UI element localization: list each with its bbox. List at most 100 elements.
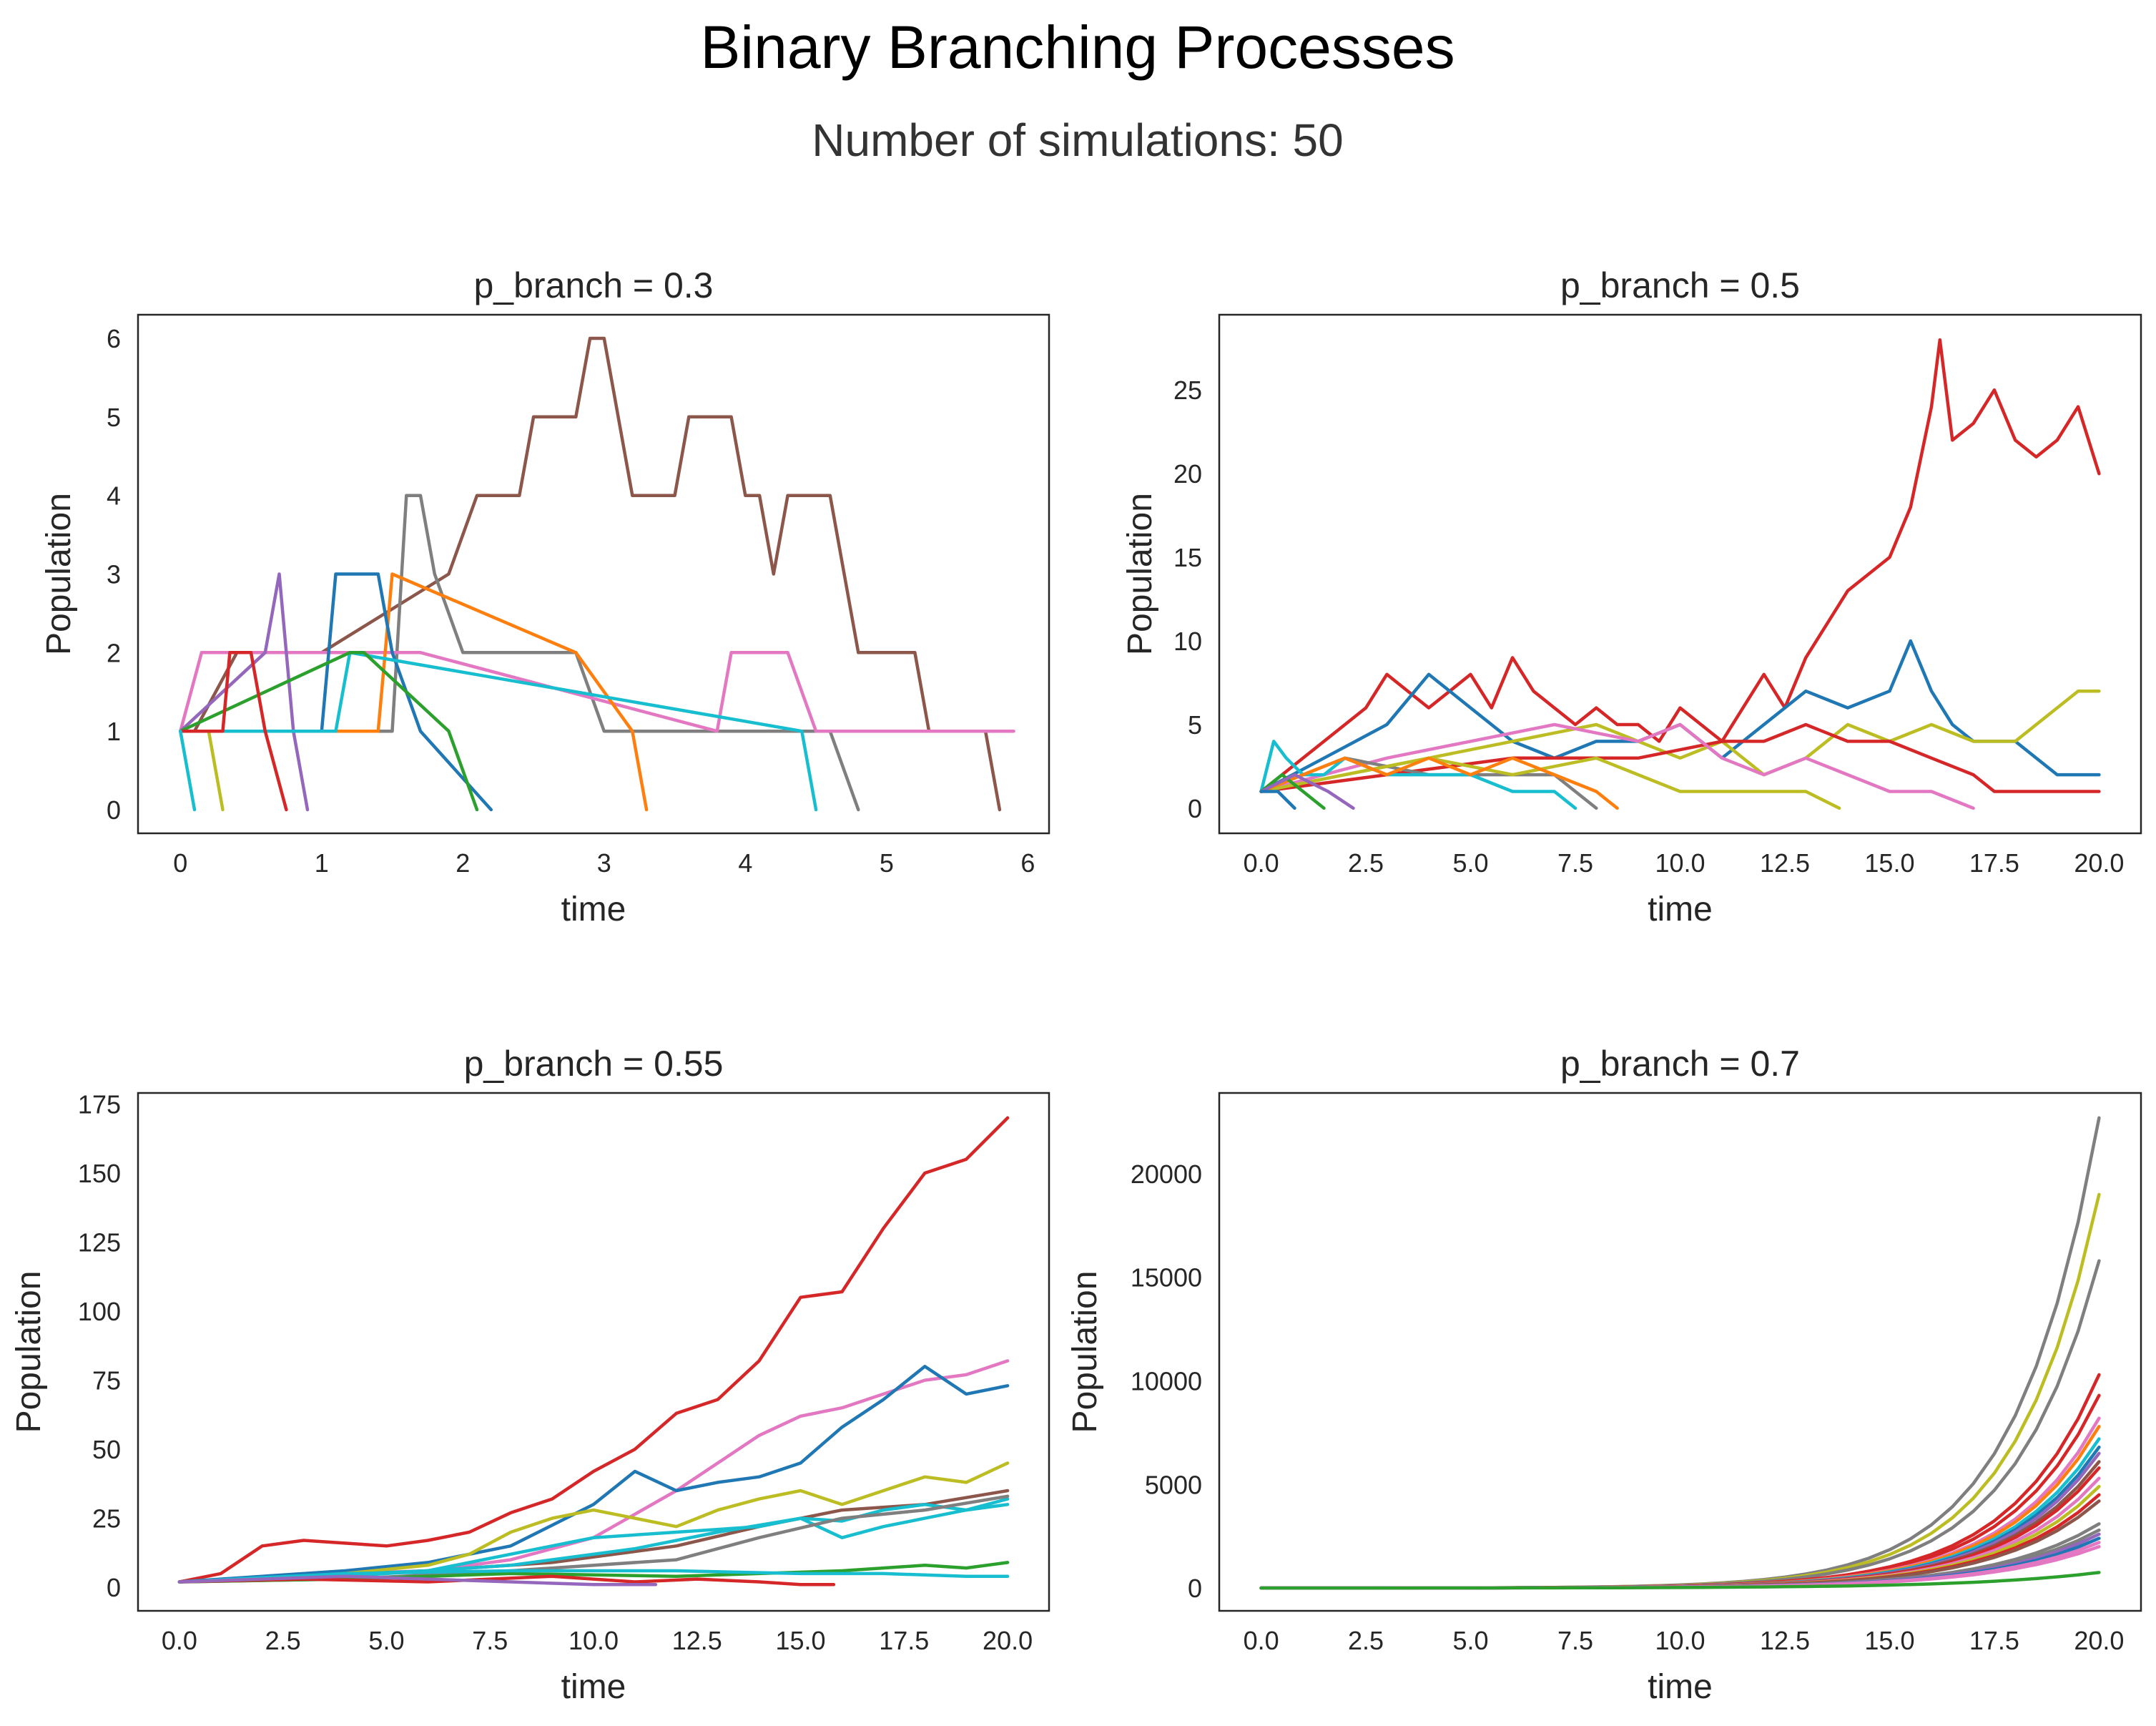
y-axis-label: Population [1121,493,1159,655]
x-tick-label: 0.0 [1244,1626,1279,1655]
series-line-2 [179,651,1015,733]
series-line-8 [1259,1445,2101,1590]
y-tick-label: 2 [107,638,121,667]
series-group [1259,1116,2101,1590]
x-tick-label: 5 [880,848,894,878]
y-tick-label: 0 [1188,794,1202,823]
x-tick-label: 5.0 [1453,848,1489,878]
series-group [177,1116,1010,1587]
series-line-11 [177,1574,658,1587]
series-line-7 [1259,1437,2101,1590]
subplot-title: p_branch = 0.55 [464,1044,724,1084]
y-axis-label: Population [40,493,78,655]
y-tick-label: 5 [107,403,121,432]
subplot-title: p_branch = 0.7 [1560,1044,1800,1084]
series-line-9 [179,651,288,812]
series-line-3 [177,1461,1010,1584]
x-tick-label: 4 [738,848,752,878]
series-line-0 [179,336,1002,812]
series-line-2 [1259,689,2101,793]
x-tick-label: 2 [456,848,470,878]
y-tick-label: 10 [1173,627,1202,656]
subplot-title: p_branch = 0.3 [474,265,714,305]
y-tick-label: 4 [107,481,121,511]
y-tick-label: 100 [78,1297,121,1326]
y-axis-label: Population [1066,1271,1104,1433]
y-tick-label: 6 [107,324,121,353]
series-line-11 [1259,790,1296,810]
y-tick-label: 0 [107,795,121,825]
series-line-1 [1259,639,2101,793]
x-tick-label: 17.5 [1969,1626,2019,1655]
x-tick-label: 15.0 [1864,1626,1914,1655]
subplot-p-branch-0-3: p_branch = 0.3 0 1 2 3 4 5 6 0 1 2 3 4 5 6 time Populati… [40,265,1050,928]
series-line-0 [1259,1116,2101,1590]
y-tick-label: 0 [1188,1574,1202,1603]
x-tick-label: 6 [1020,848,1035,878]
x-tick-label: 15.0 [1864,848,1914,878]
x-tick-label: 0.0 [1244,848,1279,878]
plot-frame [137,313,1050,835]
x-tick-label: 0 [173,848,187,878]
x-tick-label: 5.0 [368,1626,404,1655]
x-tick-label: 15.0 [776,1626,826,1655]
series-line-8 [1259,756,1619,810]
x-tick-label: 7.5 [1557,848,1593,878]
y-tick-label: 25 [1173,376,1202,405]
x-tick-label: 20.0 [2074,1626,2124,1655]
x-tick-label: 0.0 [162,1626,197,1655]
y-tick-label: 75 [92,1366,121,1396]
y-tick-label: 5 [1188,710,1202,740]
series-line-9 [1259,773,1326,810]
series-line-4 [1259,722,1975,810]
y-tick-label: 25 [92,1504,121,1534]
x-tick-label: 12.5 [672,1626,722,1655]
figure-subtitle: Number of simulations: 50 [812,114,1343,166]
series-line-0 [177,1116,1010,1584]
plot-frame [1218,313,2142,835]
y-tick-label: 0 [107,1573,121,1602]
series-group [1259,338,2101,810]
series-line-3 [179,572,649,812]
x-tick-label: 20.0 [2074,848,2124,878]
y-tick-label: 20 [1173,459,1202,489]
y-tick-label: 50 [92,1435,121,1464]
series-line-9 [177,1569,1010,1584]
series-line-0 [1259,338,2101,793]
series-line-6 [177,1503,1010,1584]
x-axis-label: time [561,1668,626,1706]
series-group [179,336,1015,812]
series-line-5 [179,572,310,812]
y-tick-label: 5000 [1145,1470,1202,1499]
x-tick-label: 7.5 [1557,1626,1593,1655]
series-line-1 [1259,1192,2101,1590]
series-line-3 [1259,722,2101,793]
subplot-title: p_branch = 0.5 [1560,265,1800,305]
plot-frame [137,1092,1050,1612]
x-tick-label: 10.0 [1655,1626,1705,1655]
y-tick-label: 175 [78,1089,121,1119]
x-tick-label: 2.5 [1348,848,1384,878]
subplot-p-branch-0-55: p_branch = 0.55 0.0 2.5 5.0 7.5 10.0 12.5 15.0 1… [10,1044,1050,1706]
y-axis-label: Population [10,1271,48,1433]
plot-frame [1218,1092,2142,1612]
x-tick-label: 7.5 [472,1626,508,1655]
series-line-1 [179,494,860,812]
y-tick-label: 20000 [1131,1159,1202,1189]
x-tick-label: 1 [315,848,329,878]
series-line-10 [1259,773,1355,810]
y-tick-label: 15 [1173,543,1202,572]
x-tick-label: 3 [597,848,611,878]
x-axis-label: time [561,891,626,928]
y-tick-label: 15000 [1131,1263,1202,1293]
x-tick-label: 12.5 [1760,848,1810,878]
x-tick-label: 2.5 [1348,1626,1384,1655]
series-line-10 [179,729,197,812]
x-tick-label: 5.0 [1453,1626,1489,1655]
x-axis-label: time [1648,891,1713,928]
x-tick-label: 10.0 [1655,848,1705,878]
series-line-10 [177,1574,836,1587]
y-tick-label: 3 [107,560,121,589]
series-line-2 [177,1365,1010,1584]
